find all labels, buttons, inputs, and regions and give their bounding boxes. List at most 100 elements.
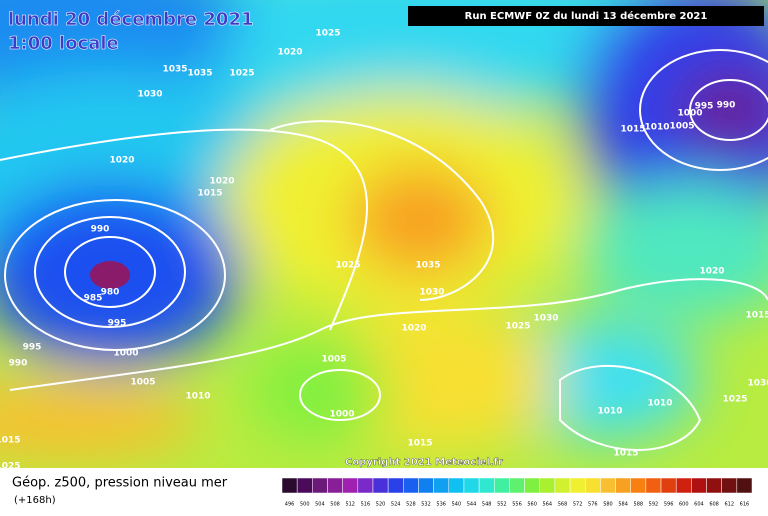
colorbar-label: 612 <box>724 502 734 508</box>
colorbar-swatch <box>539 477 556 494</box>
colorbar-swatch <box>600 477 616 494</box>
isobar-label: 1025 <box>335 261 360 271</box>
colorbar-swatch <box>509 477 525 494</box>
colorbar-label: 568 <box>558 502 568 508</box>
colorbar-label: 600 <box>679 502 689 508</box>
colorbar-label: 500 <box>300 502 310 508</box>
colorbar-swatch <box>615 477 631 494</box>
colorbar-label: 516 <box>361 502 371 508</box>
colorbar-label: 508 <box>330 502 340 508</box>
colorbar-swatch <box>736 477 753 494</box>
isobar-label: 1005 <box>130 378 155 388</box>
date: lundi 20 décembre 2021 <box>8 9 254 30</box>
isobar-label: 990 <box>717 101 736 111</box>
colorbar-label: 504 <box>315 502 325 508</box>
isobar-label: 1030 <box>533 314 558 324</box>
colorbar-swatch <box>387 477 404 494</box>
isobar-label: 1000 <box>677 109 702 119</box>
colorbar-label: 536 <box>436 502 446 508</box>
colorbar-swatch <box>357 477 374 494</box>
isobar-label: 1005 <box>321 355 346 365</box>
colorbar-swatch <box>721 477 738 494</box>
lead-time: (+168h) <box>14 495 56 506</box>
isobar-label: 980 <box>101 288 120 298</box>
isobar-label: 1030 <box>137 90 162 100</box>
isobar-label: 1010 <box>597 407 622 417</box>
colorbar-label: 552 <box>497 502 507 508</box>
isobar-label: 1020 <box>401 324 426 334</box>
colorbar-label: 540 <box>452 502 462 508</box>
isobar-label: 1010 <box>647 399 672 409</box>
colorbar-label: 604 <box>694 502 704 508</box>
isobar-label: 1015 <box>407 439 432 449</box>
colorbar-label: 496 <box>285 502 295 508</box>
colorbar-swatch <box>312 477 328 494</box>
colorbar-label: 560 <box>527 502 537 508</box>
colorbar-label: 512 <box>345 502 355 508</box>
colorbar-swatch <box>554 477 571 494</box>
colorbar-label: 596 <box>664 502 674 508</box>
isobar-label: 1000 <box>329 410 354 420</box>
colorbar-label: 544 <box>467 502 477 508</box>
colorbar-swatch <box>524 477 540 494</box>
run-info: Run ECMWF 0Z du lundi 13 décembre 2021 <box>465 10 708 22</box>
colorbar-label: 532 <box>421 502 431 508</box>
isobar-label: 1015 <box>197 189 222 199</box>
colorbar-swatch <box>403 477 419 494</box>
colorbar-label: 572 <box>573 502 583 508</box>
colorbar-swatch <box>478 477 495 494</box>
isobar-label: 1020 <box>699 267 724 277</box>
isobar-label: 990 <box>91 225 110 235</box>
colorbar-label: 592 <box>649 502 659 508</box>
isobar-label: 1025 <box>505 322 530 332</box>
isobar-label: 1020 <box>109 156 134 166</box>
isobar-label: 995 <box>695 102 714 112</box>
footer-title: Géop. z500, pression niveau mer <box>12 476 228 491</box>
colorbar-label: 564 <box>543 502 553 508</box>
colorbar-swatch <box>569 477 586 494</box>
colorbar-swatch <box>463 477 480 494</box>
colorbar-label: 616 <box>740 502 750 508</box>
copyright: Copyright 2021 Meteociel.fr <box>345 457 503 468</box>
isobar-label: 1025 <box>229 69 254 79</box>
isobar-label: 990 <box>9 359 28 369</box>
isobar-label: 1015 <box>620 125 645 135</box>
isobar-label: 1000 <box>113 349 138 359</box>
colorbar-label: 584 <box>618 502 628 508</box>
colorbar-swatch <box>433 477 450 494</box>
colorbar-swatch <box>418 477 434 494</box>
isobar-label: 1005 <box>669 122 694 132</box>
run-banner <box>408 6 764 26</box>
isobar-label: 1025 <box>315 29 340 39</box>
isobar-label: 1025 <box>722 395 747 405</box>
isobar-label: 1015 <box>0 436 21 446</box>
colorbar-label: 576 <box>588 502 598 508</box>
colorbar-swatch <box>584 477 601 494</box>
isobar-label: 1010 <box>644 123 669 133</box>
isobar-label: 995 <box>23 343 42 353</box>
colorbar-swatch <box>494 477 510 494</box>
colorbar-label: 580 <box>603 502 613 508</box>
colorbar-label: 520 <box>376 502 386 508</box>
isobar-label: 1015 <box>745 311 768 321</box>
colorbar-swatch <box>281 477 298 494</box>
isobar-label: 1020 <box>209 177 234 187</box>
colorbar-swatch <box>645 477 662 494</box>
isobar-label: 1035 <box>415 261 440 271</box>
colorbar-label: 548 <box>482 502 492 508</box>
isobar-label: 1020 <box>277 48 302 58</box>
isobar-label: 1035 <box>162 65 187 75</box>
colorbar-label: 588 <box>634 502 644 508</box>
isobar-label: 985 <box>84 294 103 304</box>
colorbar-swatch <box>327 477 343 494</box>
isobar-label: 1015 <box>613 449 638 459</box>
isobar-label: 1030 <box>419 288 444 298</box>
isobar-label: 1010 <box>185 392 210 402</box>
colorbar-swatch <box>630 477 647 494</box>
isobar-label: 1035 <box>187 69 212 79</box>
colorbar-swatch <box>296 477 313 494</box>
time: 1:00 locale <box>8 33 119 54</box>
colorbar-swatch <box>675 477 692 494</box>
colorbar-swatch <box>372 477 389 494</box>
colorbar-swatch <box>691 477 707 494</box>
